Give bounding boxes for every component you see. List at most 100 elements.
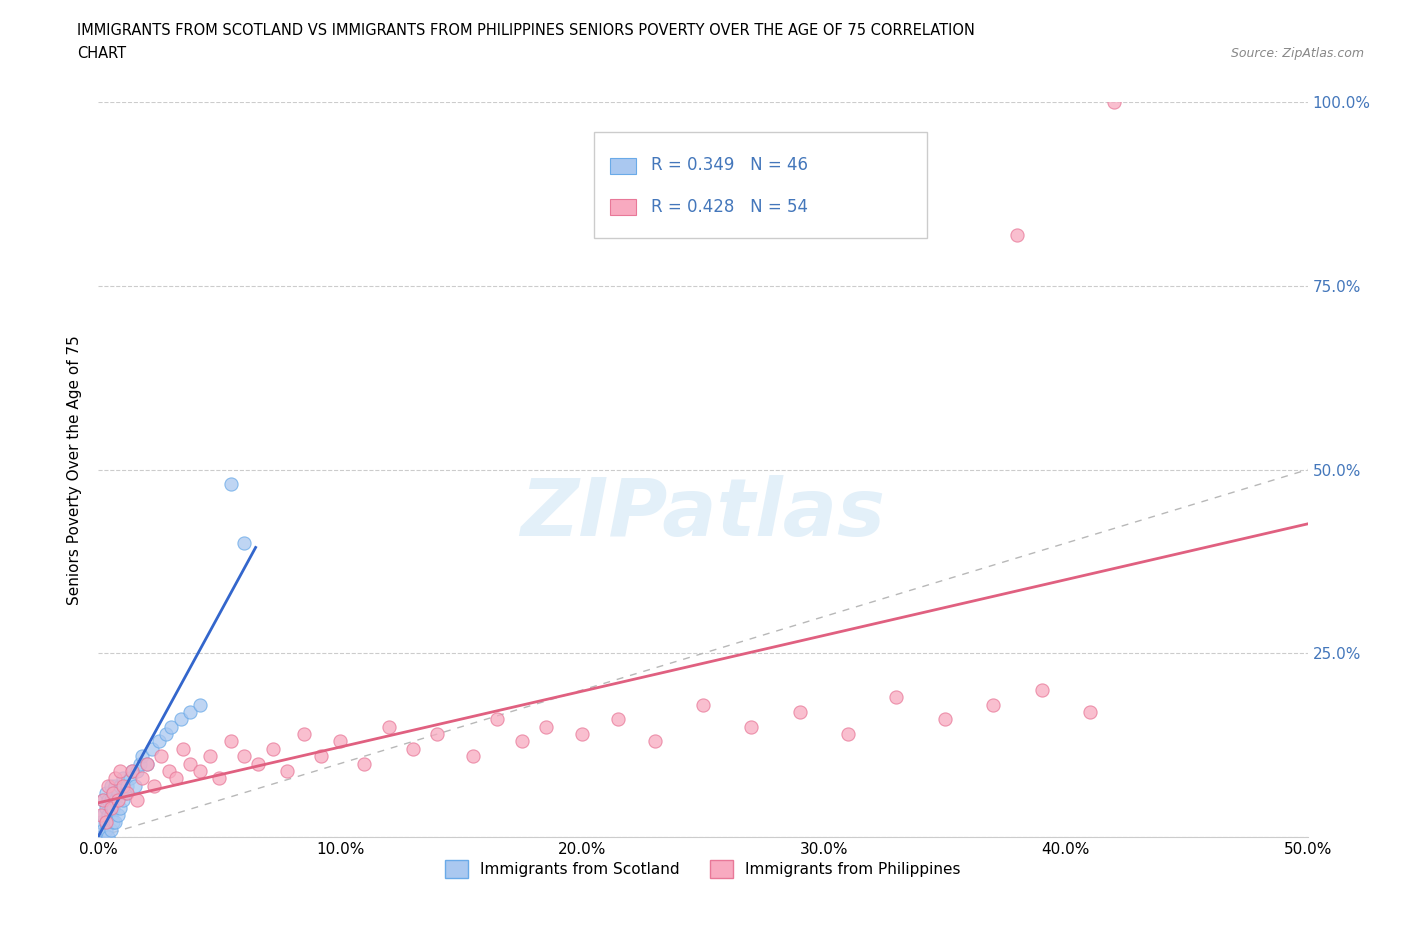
FancyBboxPatch shape	[610, 158, 637, 174]
Point	[101, 786, 124, 801]
Point	[104, 771, 127, 786]
Point	[276, 764, 298, 778]
Point	[172, 741, 194, 756]
Point	[91, 792, 114, 807]
Point	[571, 726, 593, 741]
Text: Source: ZipAtlas.com: Source: ZipAtlas.com	[1230, 46, 1364, 60]
Point	[104, 792, 127, 807]
Point	[644, 734, 666, 749]
Point	[463, 749, 485, 764]
Point	[934, 712, 956, 727]
Point	[111, 792, 134, 807]
Text: R = 0.349   N = 46: R = 0.349 N = 46	[651, 156, 808, 175]
Point	[107, 807, 129, 822]
Point	[165, 771, 187, 786]
Point	[232, 749, 254, 764]
Point	[179, 705, 201, 720]
Point	[329, 734, 352, 749]
Text: ZIPatlas: ZIPatlas	[520, 474, 886, 552]
Point	[789, 705, 811, 720]
Point	[91, 807, 114, 822]
Point	[118, 771, 141, 786]
Point	[127, 764, 149, 778]
Point	[155, 726, 177, 741]
Point	[221, 477, 243, 492]
Point	[100, 800, 122, 815]
Point	[262, 741, 284, 756]
Point	[150, 749, 173, 764]
Point	[97, 807, 120, 822]
Point	[607, 712, 630, 727]
Text: IMMIGRANTS FROM SCOTLAND VS IMMIGRANTS FROM PHILIPPINES SENIORS POVERTY OVER THE: IMMIGRANTS FROM SCOTLAND VS IMMIGRANTS F…	[77, 23, 976, 38]
Point	[1031, 683, 1053, 698]
Point	[169, 712, 191, 727]
FancyBboxPatch shape	[595, 132, 927, 238]
Point	[179, 756, 201, 771]
Point	[141, 741, 163, 756]
Point	[90, 807, 112, 822]
Point	[104, 815, 127, 830]
Point	[740, 720, 762, 735]
Point	[101, 800, 124, 815]
Point	[198, 749, 221, 764]
Y-axis label: Seniors Poverty Over the Age of 75: Seniors Poverty Over the Age of 75	[67, 335, 83, 604]
Point	[232, 536, 254, 551]
Point	[157, 764, 180, 778]
Point	[1102, 95, 1125, 110]
Point	[114, 786, 136, 801]
Point	[402, 741, 425, 756]
Point	[510, 734, 533, 749]
Point	[97, 830, 120, 844]
Point	[486, 712, 509, 727]
Point	[94, 822, 117, 837]
Point	[111, 778, 134, 793]
Point	[100, 778, 122, 793]
Point	[97, 792, 120, 807]
Point	[90, 815, 112, 830]
Point	[100, 792, 122, 807]
Point	[981, 698, 1004, 712]
Point	[135, 756, 157, 771]
Point	[128, 756, 150, 771]
Point	[426, 726, 449, 741]
Point	[90, 830, 112, 844]
Point	[131, 749, 153, 764]
Point	[101, 786, 124, 801]
Point	[117, 786, 139, 801]
Point	[94, 786, 117, 801]
Point	[121, 764, 143, 778]
Point	[101, 815, 124, 830]
Point	[94, 800, 117, 815]
Point	[108, 764, 131, 778]
Point	[111, 771, 134, 786]
Point	[837, 726, 859, 741]
Point	[108, 778, 131, 793]
Point	[91, 792, 114, 807]
Point	[94, 815, 117, 830]
Point	[148, 734, 170, 749]
Point	[309, 749, 332, 764]
Point	[292, 726, 315, 741]
Point	[124, 778, 146, 793]
Point	[160, 720, 183, 735]
Point	[188, 698, 211, 712]
Point	[131, 771, 153, 786]
Point	[97, 778, 120, 793]
Point	[107, 786, 129, 801]
Point	[188, 764, 211, 778]
Legend: Immigrants from Scotland, Immigrants from Philippines: Immigrants from Scotland, Immigrants fro…	[439, 854, 967, 884]
Point	[104, 778, 127, 793]
Point	[377, 720, 399, 735]
Point	[208, 771, 231, 786]
FancyBboxPatch shape	[610, 199, 637, 216]
Point	[94, 815, 117, 830]
Point	[221, 734, 243, 749]
Point	[692, 698, 714, 712]
Text: R = 0.428   N = 54: R = 0.428 N = 54	[651, 198, 808, 216]
Point	[135, 756, 157, 771]
Point	[1078, 705, 1101, 720]
Point	[107, 792, 129, 807]
Point	[100, 807, 122, 822]
Point	[534, 720, 557, 735]
Point	[247, 756, 270, 771]
